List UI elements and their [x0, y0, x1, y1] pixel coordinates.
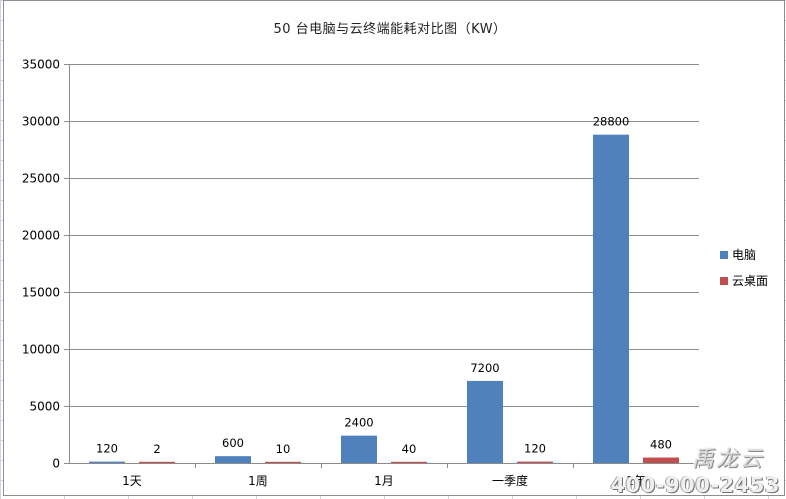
y-tick-label: 5000 — [29, 400, 60, 414]
bar-cloud-desktop — [265, 461, 301, 463]
bar-pc — [215, 456, 251, 463]
legend-label: 电脑 — [732, 248, 756, 262]
x-tick-label: 1天 — [122, 474, 142, 488]
x-tick-label: 一季度 — [492, 473, 528, 488]
data-label: 480 — [650, 438, 672, 452]
bar-pc — [341, 435, 377, 463]
bar-cloud-desktop — [643, 457, 679, 463]
data-label: 28800 — [593, 115, 630, 129]
legend-swatch — [720, 251, 728, 259]
data-labels: 120 2 600 10 2400 40 7200 120 28800 480 — [96, 115, 672, 456]
data-label: 120 — [524, 442, 546, 456]
chart-area[interactable]: 50 台电脑与云终端能耗对比图（KW） 0 5000 10000 15000 20000… — [3, 0, 785, 496]
bar-cloud-desktop — [391, 461, 427, 463]
y-tick-label: 20000 — [22, 229, 60, 243]
y-tick-label: 25000 — [22, 172, 60, 186]
gridlines — [69, 64, 699, 407]
data-label: 7200 — [470, 361, 499, 375]
x-tick-label: 1周 — [248, 474, 268, 488]
x-tick-label: 1年 — [626, 474, 646, 488]
y-tick-label: 30000 — [22, 115, 60, 129]
bar-cloud-desktop — [139, 461, 175, 463]
y-tick-label: 35000 — [22, 58, 60, 72]
bar-cloud-desktop — [517, 461, 553, 463]
y-tick-label: 10000 — [22, 343, 60, 357]
data-label: 40 — [402, 442, 417, 456]
x-tick-label: 1月 — [374, 474, 394, 488]
data-label: 10 — [276, 442, 291, 456]
data-label: 2400 — [344, 416, 373, 430]
data-label: 600 — [222, 436, 244, 450]
y-tick-label: 0 — [52, 457, 60, 471]
bar-pc — [89, 461, 125, 463]
watermark-phone: 400-900-2453 — [610, 473, 780, 497]
data-label: 2 — [153, 442, 160, 456]
watermark-brand: 禹龙云 — [691, 447, 764, 472]
axes: 0 5000 10000 15000 20000 25000 30000 35000 1天 1周 1… — [22, 58, 700, 488]
bars — [89, 134, 679, 463]
legend-label: 云桌面 — [732, 274, 768, 288]
legend-swatch — [720, 277, 728, 285]
chart-title: 50 台电脑与云终端能耗对比图（KW） — [273, 21, 506, 37]
bar-pc — [593, 134, 629, 463]
y-tick-label: 15000 — [22, 286, 60, 300]
bar-pc — [467, 380, 503, 463]
data-label: 120 — [96, 442, 118, 456]
bar-chart: 50 台电脑与云终端能耗对比图（KW） 0 5000 10000 15000 20000… — [22, 21, 768, 488]
